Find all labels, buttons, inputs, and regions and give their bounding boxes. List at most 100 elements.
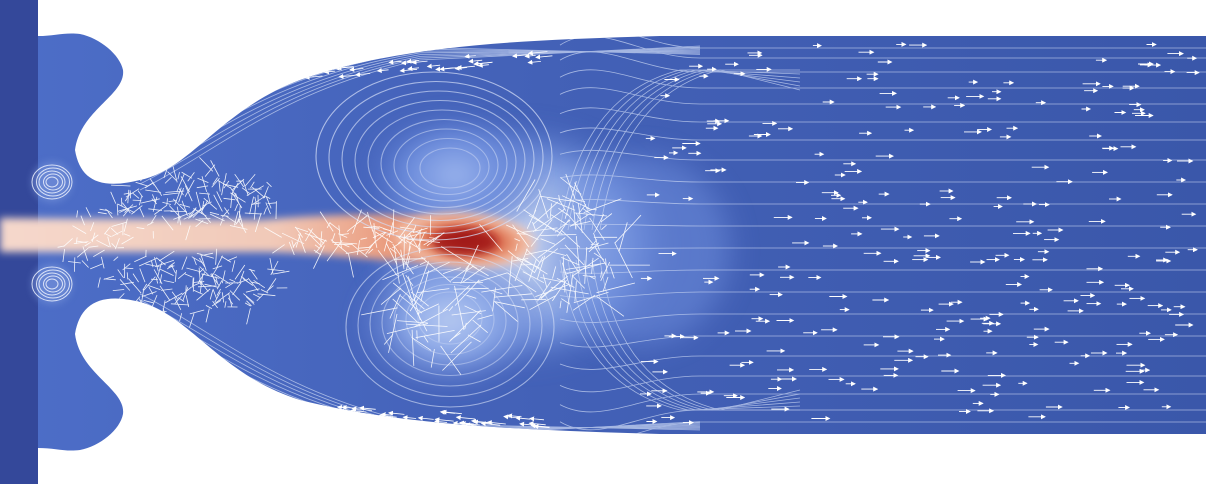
arrow-icon bbox=[185, 295, 190, 308]
arrow-icon bbox=[406, 231, 427, 238]
arrow-icon bbox=[529, 295, 556, 311]
arrow-icon bbox=[103, 275, 115, 280]
arrow-icon bbox=[532, 201, 559, 225]
arrow-icon bbox=[417, 415, 434, 421]
arrow-icon bbox=[376, 68, 389, 73]
arrow-icon bbox=[368, 231, 387, 249]
arrow-icon bbox=[304, 74, 323, 80]
arrow-icon bbox=[120, 281, 134, 285]
arrow-icon bbox=[529, 416, 545, 422]
arrow-icon bbox=[257, 293, 276, 297]
streamline bbox=[583, 69, 801, 231]
arrow-icon bbox=[472, 319, 488, 334]
arrow-icon bbox=[139, 207, 145, 218]
diffusion-band bbox=[550, 155, 730, 345]
arrow-icon bbox=[593, 232, 600, 251]
arrow-icon bbox=[199, 274, 204, 294]
arrow-icon bbox=[440, 246, 478, 269]
arrow-icon bbox=[442, 285, 470, 312]
arrow-icon bbox=[574, 182, 588, 209]
arrow-icon bbox=[152, 194, 156, 202]
arrow-icon bbox=[234, 264, 246, 280]
arrow-icon bbox=[575, 213, 581, 220]
arrow-icon bbox=[586, 208, 597, 211]
arrow-icon bbox=[540, 238, 556, 245]
arrow-icon bbox=[323, 69, 336, 75]
arrow-icon bbox=[246, 185, 264, 197]
arrow-icon bbox=[128, 278, 142, 294]
arrow-icon bbox=[193, 257, 197, 266]
arrow-icon bbox=[252, 195, 266, 205]
arrow-icon bbox=[375, 231, 393, 244]
arrow-icon bbox=[200, 253, 207, 271]
arrow-icon bbox=[388, 313, 398, 353]
arrow-icon bbox=[346, 215, 368, 232]
arrow-icon bbox=[527, 59, 541, 65]
arrow-icon bbox=[234, 204, 239, 212]
arrow-icon bbox=[451, 310, 486, 316]
arrow-icon bbox=[269, 258, 274, 274]
arrow-icon bbox=[104, 232, 112, 238]
arrow-icon bbox=[561, 262, 571, 288]
arrow-icon bbox=[468, 58, 483, 64]
arrow-icon bbox=[231, 182, 239, 195]
arrow-icon bbox=[174, 270, 177, 282]
arrow-icon bbox=[76, 210, 78, 218]
arrow-icon bbox=[305, 412, 318, 418]
arrow-icon bbox=[143, 276, 156, 291]
arrow-icon bbox=[338, 225, 342, 249]
arrow-icon bbox=[549, 203, 552, 219]
hot-spot-core bbox=[433, 229, 497, 255]
arrow-icon bbox=[541, 248, 559, 262]
arrow-icon bbox=[168, 262, 175, 268]
vortex-ring bbox=[367, 109, 517, 215]
streamline bbox=[599, 69, 801, 231]
arrow-icon bbox=[373, 223, 376, 239]
arrow-icon bbox=[378, 226, 393, 232]
arrow-icon bbox=[407, 238, 430, 242]
arrow-icon bbox=[132, 273, 139, 283]
arrow-icon bbox=[267, 268, 285, 272]
arrow-icon bbox=[253, 279, 266, 289]
arrow-icon bbox=[313, 249, 322, 256]
streamline bbox=[559, 199, 1206, 205]
arrow-icon bbox=[240, 275, 249, 283]
streamline bbox=[559, 269, 1206, 274]
arrow-icon bbox=[203, 197, 218, 210]
arrow-icon bbox=[318, 67, 330, 73]
streamline bbox=[591, 69, 801, 231]
arrow-icon bbox=[372, 231, 386, 239]
arrow-icon bbox=[365, 416, 384, 422]
arrow-icon bbox=[181, 256, 188, 270]
arrow-icon bbox=[571, 275, 585, 289]
arrow-icon bbox=[402, 272, 414, 303]
arrow-icon bbox=[377, 250, 398, 277]
arrow-icon bbox=[349, 66, 364, 72]
arrow-icon bbox=[111, 184, 131, 187]
arrow-icon bbox=[397, 230, 414, 244]
arrow-icon bbox=[435, 66, 454, 72]
streamline bbox=[567, 259, 801, 411]
arrow-icon bbox=[137, 190, 144, 198]
arrow-icon bbox=[93, 249, 105, 258]
arrow-icon bbox=[286, 67, 303, 73]
streamline bbox=[559, 127, 1206, 141]
arrow-icon bbox=[228, 293, 233, 308]
arrow-icon bbox=[250, 181, 255, 189]
arrow-icon bbox=[178, 187, 184, 203]
arrow-icon bbox=[142, 283, 148, 291]
arrow-icon bbox=[294, 226, 304, 238]
arrow-icon bbox=[372, 225, 380, 228]
arrow-icon bbox=[163, 192, 180, 196]
arrow-icon bbox=[481, 285, 523, 293]
arrow-icon bbox=[514, 238, 521, 242]
arrow-icon bbox=[434, 419, 448, 425]
arrow-icon bbox=[355, 71, 371, 77]
arrow-icon bbox=[157, 310, 164, 321]
arrow-icon bbox=[380, 287, 402, 305]
arrow-icon bbox=[141, 291, 157, 297]
arrow-icon bbox=[111, 221, 127, 227]
arrow-icon bbox=[136, 227, 145, 230]
